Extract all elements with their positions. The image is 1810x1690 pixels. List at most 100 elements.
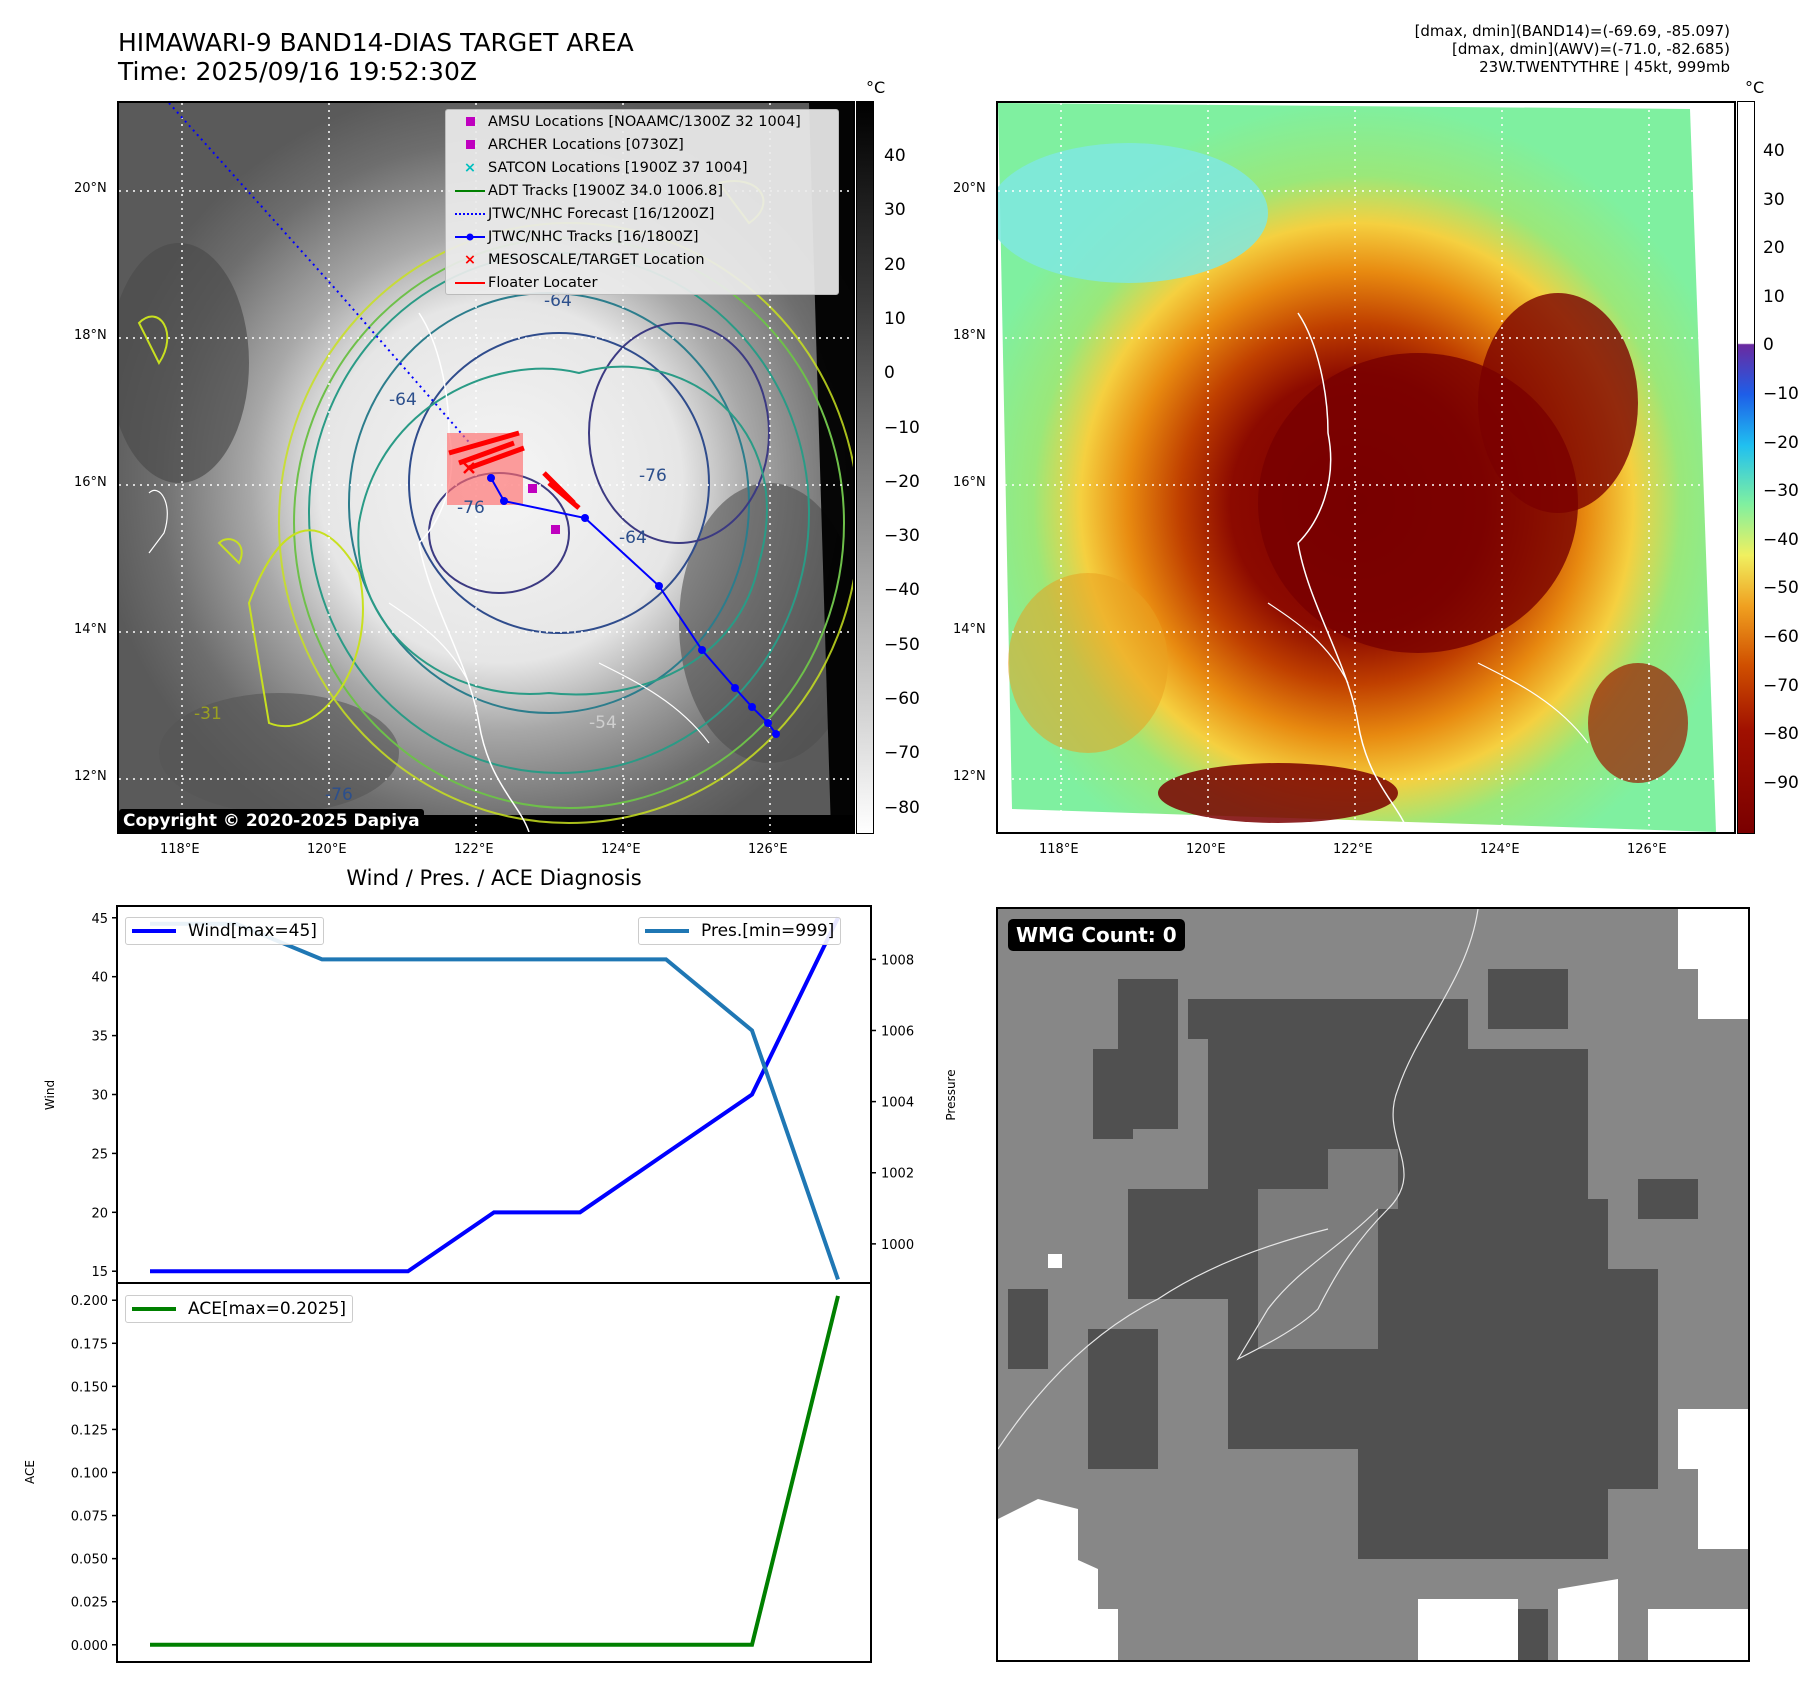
colorbar-tick-label: −80: [1763, 724, 1799, 745]
colorbar-unit-left: °C: [866, 78, 886, 97]
y-tick-label: 0.075: [71, 1510, 108, 1525]
contour-label-1: -64: [544, 291, 572, 311]
diagnosis-title: Wind / Pres. / ACE Diagnosis: [346, 866, 642, 890]
lat-label: 16°N: [953, 475, 986, 490]
y-tick-label: 0.050: [71, 1553, 108, 1568]
contour-label-2: -76: [457, 498, 485, 518]
wind-axis-label: Wind: [43, 1080, 57, 1110]
contour-label-4: -76: [639, 466, 667, 486]
series-line: [150, 1295, 840, 1647]
contour-label-5: -64: [619, 528, 647, 548]
lat-label: 20°N: [74, 181, 107, 196]
colorbar-tick-label: −40: [884, 580, 920, 601]
diagnosis-chart: 15 20 25 30 35 40 45 1000 1002 1004 1006 1008 0.00…: [23, 905, 958, 1663]
contour-label-6: -54: [589, 713, 617, 733]
colorbar-tick-label: 40: [1763, 141, 1785, 161]
colorbar-tick-label: 0: [884, 363, 895, 384]
contour-label-7: -31: [194, 704, 222, 724]
colorbar-tick-label: −80: [884, 797, 920, 818]
colorbar-unit-right: °C: [1745, 78, 1765, 97]
colorbar-tick-label: 0: [1763, 335, 1774, 356]
colorbar-tick-label: 10: [884, 308, 906, 329]
forecast-track: [168, 103, 475, 449]
legend-archer: ARCHER Locations [0730Z]: [446, 133, 838, 156]
y-tick-label: 0.025: [71, 1596, 108, 1611]
ace-legend: ACE[max=0.2025]: [125, 1295, 353, 1323]
band14-colorbar: [856, 101, 874, 834]
lat-label: 14°N: [953, 622, 986, 637]
copyright-label: Copyright © 2020-2025 Dapiya: [119, 809, 424, 832]
awv-colorbar: [1737, 101, 1755, 834]
wind-legend: Wind[max=45]: [125, 917, 324, 945]
lat-label: 12°N: [953, 769, 986, 784]
contour-label-3: -64: [389, 390, 417, 410]
colorbar-tick-label: −90: [1763, 772, 1799, 793]
map-legend: AMSU Locations [NOAAMC/1300Z 32 1004] AR…: [445, 109, 839, 295]
colorbar-tick-label: −70: [884, 743, 920, 764]
legend-forecast: JTWC/NHC Forecast [16/1200Z]: [446, 202, 838, 225]
colorbar-tick-label: 10: [1763, 286, 1785, 307]
jtwc-track-points: [487, 474, 780, 738]
lat-label: 16°N: [74, 475, 107, 490]
info-line-2: [dmax, dmin](AWV)=(-71.0, -82.685): [1451, 40, 1730, 58]
y-tick-label: 25: [91, 1147, 108, 1162]
awv-map-panel: [996, 101, 1736, 834]
title-line-2: Time: 2025/09/16 19:52:30Z: [118, 57, 477, 86]
temperature-contours: [137, 180, 853, 824]
floater-locator: [448, 430, 581, 510]
wmg-coastline: [998, 1228, 1329, 1450]
lon-label: 124°E: [1480, 842, 1520, 857]
colorbar-tick-label: −40: [1763, 529, 1799, 550]
wmg-white-regions: [998, 909, 1748, 1660]
band14-map-panel: -64 -76 -64 -76 -64 -54 -31 -76 AMSU Loc…: [117, 101, 855, 834]
colorbar-tick-label: 30: [1763, 189, 1785, 210]
ace-axes: [116, 1282, 872, 1663]
y-tick-label: 0.100: [71, 1467, 108, 1482]
colorbar-tick-label: −30: [1763, 481, 1799, 502]
lat-label: 12°N: [74, 769, 107, 784]
colorbar-tick-label: −20: [1763, 432, 1799, 453]
legend-floater: Floater Locater: [446, 271, 838, 294]
amsu-marker: [528, 484, 537, 493]
y-tick-label: 1000: [881, 1238, 914, 1253]
wmg-map: [998, 909, 1748, 1660]
lat-label: 18°N: [74, 328, 107, 343]
y-tick-label: 0.150: [71, 1380, 108, 1395]
wmg-panel: WMG Count: 0: [996, 907, 1750, 1662]
title-line-1: HIMAWARI-9 BAND14-DIAS TARGET AREA: [118, 28, 634, 57]
colorbar-tick-label: 30: [884, 200, 906, 221]
colorbar-tick-label: −70: [1763, 675, 1799, 696]
figure-title: HIMAWARI-9 BAND14-DIAS TARGET AREA Time:…: [118, 28, 634, 86]
lon-label: 120°E: [307, 842, 347, 857]
storm-info: [dmax, dmin](BAND14)=(-69.69, -85.097) […: [1415, 22, 1730, 76]
contour-label-8: -76: [325, 785, 353, 805]
colorbar-tick-label: −50: [884, 634, 920, 655]
y-tick-label: 1004: [881, 1096, 914, 1111]
archer-marker: [551, 525, 560, 534]
colorbar-tick-label: −20: [884, 471, 920, 492]
colorbar-tick-label: 20: [1763, 238, 1785, 259]
legend-amsu: AMSU Locations [NOAAMC/1300Z 32 1004]: [446, 110, 838, 133]
lon-label: 126°E: [748, 842, 788, 857]
legend-adt: ADT Tracks [1900Z 34.0 1006.8]: [446, 179, 838, 202]
pressure-legend: Pres.[min=999]: [638, 917, 842, 945]
y-tick-label: 1008: [881, 953, 914, 968]
colorbar-tick-label: 40: [884, 146, 906, 166]
y-tick-label: 45: [91, 912, 108, 927]
legend-satcon: × SATCON Locations [1900Z 37 1004]: [463, 159, 748, 176]
map-gridlines: [998, 103, 1734, 832]
y-tick-label: 20: [91, 1206, 108, 1221]
series-line: [150, 916, 840, 1274]
legend-jtwc: JTWC/NHC Tracks [16/1800Z]: [446, 225, 838, 248]
lon-label: 126°E: [1627, 842, 1667, 857]
lat-label: 20°N: [953, 181, 986, 196]
awv-map: [998, 103, 1734, 832]
lon-label: 118°E: [1039, 842, 1079, 857]
y-tick-label: 0.200: [71, 1294, 108, 1309]
legend-target: × MESOSCALE/TARGET Location: [463, 251, 705, 268]
y-tick-label: 0.125: [71, 1423, 108, 1438]
y-tick-label: 1006: [881, 1024, 914, 1039]
info-line-3: 23W.TWENTYTHRE | 45kt, 999mb: [1479, 58, 1730, 76]
y-tick-label: 1002: [881, 1167, 914, 1182]
y-tick-label: 15: [91, 1265, 108, 1280]
